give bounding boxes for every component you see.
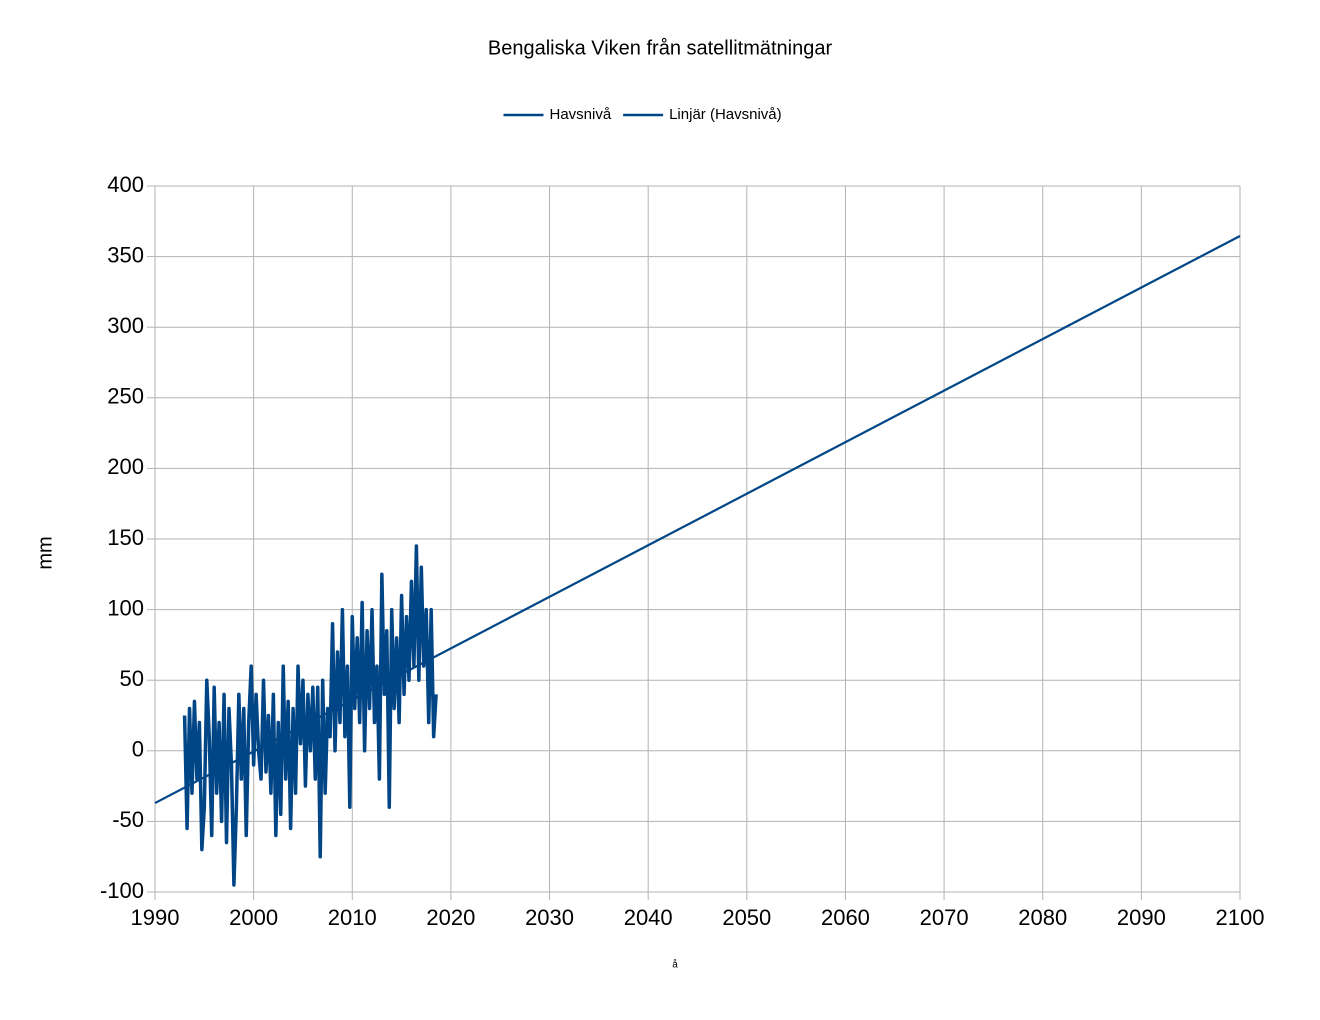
y-axis-label: mm	[34, 536, 56, 569]
y-tick-label: 50	[120, 666, 144, 691]
x-tick-label: 2100	[1216, 905, 1265, 930]
y-tick-label: 250	[107, 384, 144, 409]
x-tick-label: 2000	[229, 905, 278, 930]
y-tick-label: 400	[107, 172, 144, 197]
y-tick-label: 200	[107, 454, 144, 479]
y-tick-label: 100	[107, 595, 144, 620]
x-tick-label: 2040	[624, 905, 673, 930]
x-tick-label: 2070	[920, 905, 969, 930]
y-tick-label: 0	[132, 737, 144, 762]
x-tick-label: 2060	[821, 905, 870, 930]
y-tick-label: 300	[107, 313, 144, 338]
x-tick-label: 2050	[722, 905, 771, 930]
legend-label: Linjär (Havsnivå)	[669, 106, 782, 123]
y-tick-label: 150	[107, 525, 144, 550]
x-tick-label: 2080	[1018, 905, 1067, 930]
y-tick-label: -100	[100, 878, 144, 903]
x-tick-label: 2090	[1117, 905, 1166, 930]
y-tick-label: -50	[112, 807, 144, 832]
series-line	[154, 235, 1241, 805]
chart-title: Bengaliska Viken från satellitmätningar	[488, 37, 833, 59]
legend-label: Havsnivå	[550, 106, 612, 123]
x-tick-label: 1990	[131, 905, 180, 930]
series-line	[182, 544, 438, 887]
x-tick-label: 2010	[328, 905, 377, 930]
y-tick-label: 350	[107, 242, 144, 267]
x-tick-label: 2030	[525, 905, 574, 930]
x-tick-label: 2020	[426, 905, 475, 930]
x-axis-label: å	[672, 959, 678, 971]
